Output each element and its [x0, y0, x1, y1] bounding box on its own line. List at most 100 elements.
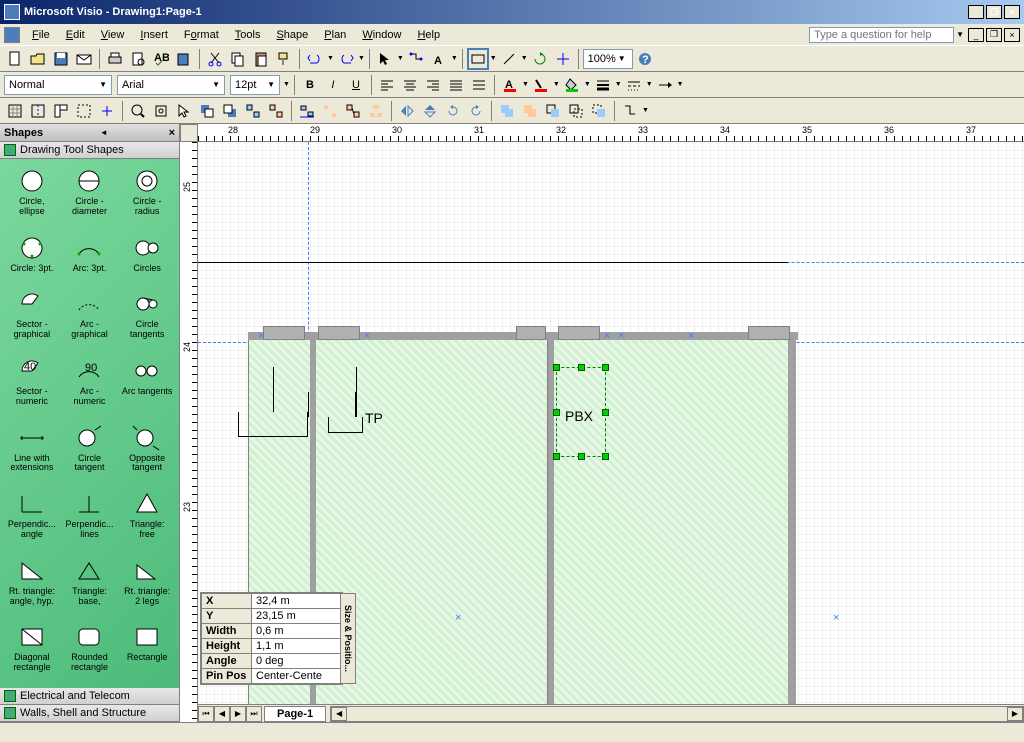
menu-format[interactable]: Format	[176, 27, 227, 43]
menu-insert[interactable]: Insert	[132, 27, 176, 43]
drawn-line[interactable]	[198, 262, 788, 263]
prop-value[interactable]: 0 deg	[252, 654, 342, 669]
line-dropdown-icon[interactable]: ▼	[521, 55, 528, 62]
wall-vertical[interactable]	[548, 340, 554, 722]
menu-edit[interactable]: Edit	[58, 27, 93, 43]
rectangle-tool-button[interactable]	[467, 48, 489, 70]
line-tool-button[interactable]	[498, 48, 520, 70]
shape-item[interactable]: Rt. triangle: 2 legs	[119, 553, 175, 618]
flip-v-button[interactable]	[419, 100, 441, 122]
redo-button[interactable]	[335, 48, 357, 70]
tab-last-button[interactable]: ⏭	[246, 706, 262, 722]
connector-tool-button[interactable]	[405, 48, 427, 70]
grid-button[interactable]	[4, 100, 26, 122]
help-button[interactable]: ?	[634, 48, 656, 70]
help-dropdown-icon[interactable]: ▼	[956, 30, 964, 39]
selection-handle[interactable]	[578, 364, 585, 371]
text-dropdown-icon[interactable]: ▼	[451, 55, 458, 62]
text-tool-button[interactable]: A	[428, 48, 450, 70]
shape-item[interactable]: Circle - radius	[119, 163, 175, 228]
prop-value[interactable]: 32,4 m	[252, 594, 342, 609]
prop-value[interactable]: Center-Cente	[252, 669, 342, 684]
line-weight-button[interactable]	[592, 74, 614, 96]
shape-item[interactable]: Rounded rectangle	[62, 619, 118, 684]
reroute-button[interactable]	[619, 100, 641, 122]
zoom-combo[interactable]: 100%▼	[583, 49, 633, 69]
shape-item[interactable]: Perpendic... angle	[4, 486, 60, 551]
intersect-button[interactable]	[565, 100, 587, 122]
align-left-button[interactable]	[376, 74, 398, 96]
menu-help[interactable]: Help	[409, 27, 448, 43]
selection-handle[interactable]	[578, 453, 585, 460]
mdi-close-button[interactable]: ×	[1004, 28, 1020, 42]
snap-button[interactable]	[73, 100, 95, 122]
menu-shape[interactable]: Shape	[268, 27, 316, 43]
combine-button[interactable]	[519, 100, 541, 122]
selection-handle[interactable]	[553, 453, 560, 460]
shape-item[interactable]: Arc - graphical	[62, 286, 118, 351]
selection-handle[interactable]	[553, 364, 560, 371]
prop-value[interactable]: 1,1 m	[252, 639, 342, 654]
pointer-tool-button[interactable]	[374, 48, 396, 70]
size-dropdown-icon[interactable]: ▼	[283, 81, 290, 88]
print-preview-button[interactable]	[127, 48, 149, 70]
font-color-dropdown-icon[interactable]: ▼	[522, 81, 529, 88]
mdi-minimize-button[interactable]: _	[968, 28, 984, 42]
zoom-tool-button[interactable]	[127, 100, 149, 122]
line-pattern-button[interactable]	[623, 74, 645, 96]
connect-shapes-button[interactable]	[342, 100, 364, 122]
stencil-walls[interactable]: Walls, Shell and Structure	[0, 705, 179, 722]
tab-prev-button[interactable]: ◀	[214, 706, 230, 722]
help-search-input[interactable]	[809, 27, 954, 43]
door[interactable]	[318, 326, 360, 340]
menu-window[interactable]: Window	[354, 27, 409, 43]
save-button[interactable]	[50, 48, 72, 70]
horizontal-ruler[interactable]: 28293031323334353637	[198, 124, 1024, 142]
line-color-dropdown-icon[interactable]: ▼	[553, 81, 560, 88]
door[interactable]	[516, 326, 546, 340]
underline-button[interactable]: U	[345, 74, 367, 96]
shape-item[interactable]: Circle: 3pt.	[4, 230, 60, 285]
pan-button[interactable]	[150, 100, 172, 122]
selection-handle[interactable]	[602, 409, 609, 416]
menu-plan[interactable]: Plan	[316, 27, 354, 43]
shape-item[interactable]: Sector - graphical	[4, 286, 60, 351]
font-size-combo[interactable]: 12pt▼	[230, 75, 280, 95]
minimize-button[interactable]: _	[968, 5, 984, 19]
menu-file[interactable]: File	[24, 27, 58, 43]
cut-button[interactable]	[204, 48, 226, 70]
layout-shapes-button[interactable]	[365, 100, 387, 122]
connection-point-button[interactable]	[552, 48, 574, 70]
flip-h-button[interactable]	[396, 100, 418, 122]
wall-vertical[interactable]	[788, 332, 796, 722]
tab-first-button[interactable]: ⏮	[198, 706, 214, 722]
scroll-left-button[interactable]: ◀	[331, 707, 347, 721]
connection-points-button[interactable]	[96, 100, 118, 122]
tp-connector[interactable]	[328, 417, 363, 433]
font-combo[interactable]: Arial▼	[117, 75, 225, 95]
size-position-title[interactable]: Size & Positio...	[340, 593, 356, 684]
line-ends-dropdown-icon[interactable]: ▼	[677, 81, 684, 88]
research-button[interactable]	[173, 48, 195, 70]
tp-connector[interactable]	[238, 412, 308, 437]
shape-item[interactable]: Circles	[119, 230, 175, 285]
email-button[interactable]	[73, 48, 95, 70]
format-painter-button[interactable]	[273, 48, 295, 70]
selection-handle[interactable]	[602, 453, 609, 460]
scroll-right-button[interactable]: ▶	[1007, 707, 1023, 721]
ungroup-button[interactable]	[265, 100, 287, 122]
mdi-restore-button[interactable]: ❐	[986, 28, 1002, 42]
redo-dropdown-icon[interactable]: ▼	[358, 55, 365, 62]
rotate-right-button[interactable]	[465, 100, 487, 122]
select-mode-button[interactable]	[173, 100, 195, 122]
selection-handle[interactable]	[553, 409, 560, 416]
size-position-window[interactable]: Size & Positio... X32,4 mY23,15 mWidth0,…	[200, 592, 343, 685]
print-button[interactable]	[104, 48, 126, 70]
tp-connector[interactable]	[308, 392, 356, 417]
open-button[interactable]	[27, 48, 49, 70]
ruler-corner[interactable]	[180, 124, 198, 142]
shape-item[interactable]: Circle, ellipse	[4, 163, 60, 228]
fill-color-button[interactable]	[561, 74, 583, 96]
bold-button[interactable]: B	[299, 74, 321, 96]
align-center-button[interactable]	[399, 74, 421, 96]
